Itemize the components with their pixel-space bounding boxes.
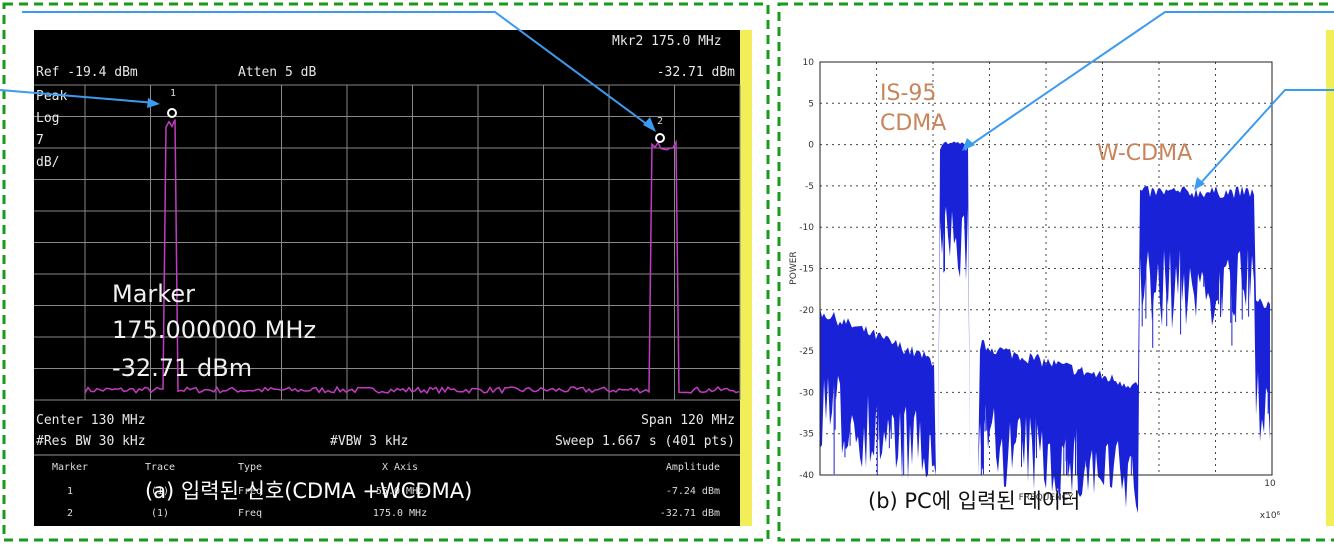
table-header: Trace — [145, 462, 175, 473]
scale-text: Log — [36, 111, 59, 126]
annotation: CDMA — [880, 111, 946, 136]
y-tick-label: 10 — [803, 58, 815, 68]
screen-edge — [1326, 30, 1334, 526]
marker-readout: Mkr2 175.0 MHz — [612, 34, 722, 49]
marker-label: 1 — [170, 88, 176, 99]
y-axis-label: POWER — [789, 251, 799, 284]
plot: 10 5 0 -5 -10 -15 -20 -25 -30 -35 -40 — [799, 58, 1272, 513]
table-cell: -7.24 dBm — [666, 486, 720, 497]
table-header: Type — [238, 462, 262, 473]
marker-level: -32.71 dBm — [657, 65, 735, 80]
y-tick-label: 5 — [808, 99, 814, 109]
y-tick-label: -30 — [799, 388, 814, 398]
x-tick-label: 10 — [1264, 479, 1276, 489]
y-tick-label: -5 — [805, 182, 814, 192]
attenuation: Atten 5 dB — [238, 65, 316, 80]
footer-text: Sweep 1.667 s (401 pts) — [555, 434, 735, 449]
marker-box-text: -32.71 dBm — [112, 354, 252, 382]
annotation: W-CDMA — [1097, 141, 1192, 166]
table-cell: 1 — [67, 486, 73, 497]
screen-edge — [740, 30, 752, 526]
y-tick-label: -25 — [799, 347, 814, 357]
figure: Mkr2 175.0 MHz Ref -19.4 dBm Atten 5 dB … — [0, 0, 1334, 546]
table-header: X Axis — [382, 462, 418, 473]
ref-level: Ref -19.4 dBm — [36, 65, 138, 80]
y-tick-label: -20 — [799, 306, 814, 316]
annotation: IS-95 — [880, 81, 936, 106]
caption: (b) PC에 입력된 데이터 — [868, 489, 1080, 513]
footer-text: Span 120 MHz — [641, 413, 735, 428]
marker-box-text: 175.000000 MHz — [112, 316, 316, 344]
footer-text: #Res BW 30 kHz — [36, 434, 146, 449]
table-header: Amplitude — [666, 462, 720, 473]
y-tick-label: -40 — [799, 471, 814, 481]
table-cell: 2 — [67, 508, 73, 519]
table-cell: -32.71 dBm — [660, 508, 720, 519]
caption: (a) 입력된 신호(CDMA +WCDMA) — [145, 479, 472, 503]
scale-text: dB/ — [36, 155, 59, 170]
analyzer-screen — [34, 30, 740, 526]
table-cell: Freq — [238, 508, 262, 519]
y-tick-label: 0 — [808, 141, 814, 151]
marker-box-text: Marker — [112, 280, 195, 308]
footer-text: Center 130 MHz — [36, 413, 146, 428]
table-cell: (1) — [151, 508, 169, 519]
footer-text: #VBW 3 kHz — [330, 434, 408, 449]
y-tick-label: -10 — [799, 223, 814, 233]
table-cell: 175.0 MHz — [373, 508, 427, 519]
marker-label: 2 — [657, 116, 663, 127]
x-scale: x10⁶ — [1260, 511, 1281, 521]
table-header: Marker — [52, 462, 88, 473]
scale-text: Peak — [36, 89, 67, 104]
y-tick-label: -35 — [799, 430, 814, 440]
y-tick-label: -15 — [799, 265, 814, 275]
scale-text: 7 — [36, 133, 44, 148]
signal — [820, 141, 1270, 513]
